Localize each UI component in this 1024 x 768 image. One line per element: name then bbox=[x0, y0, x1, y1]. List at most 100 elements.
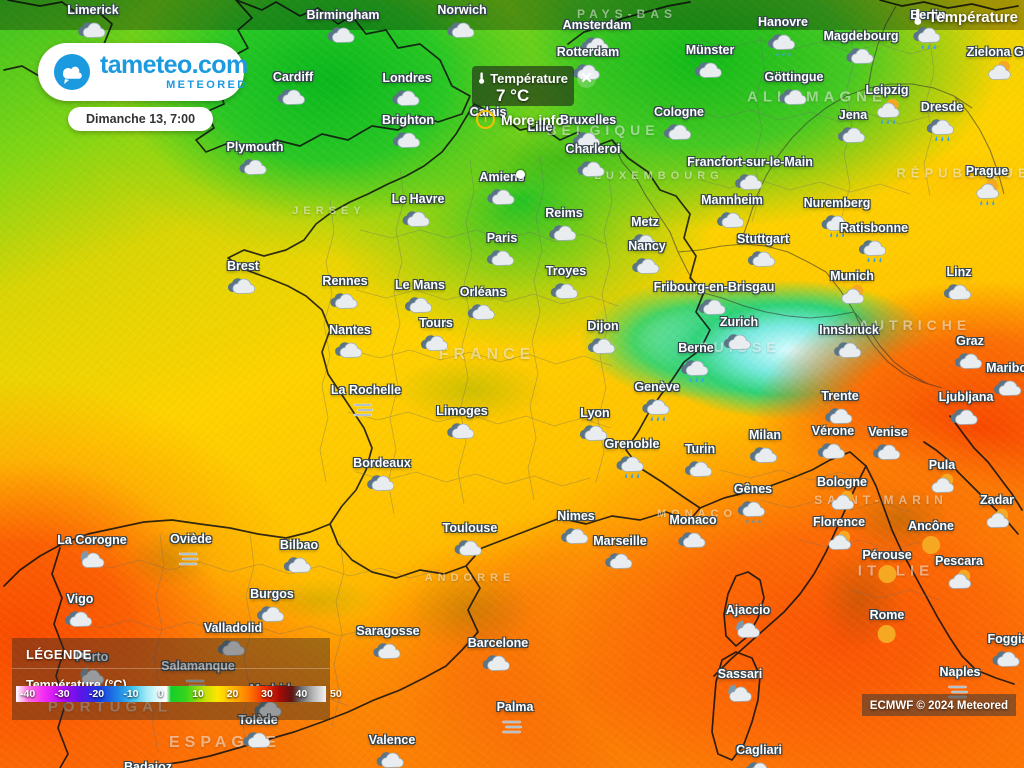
city-marker[interactable]: Bologne bbox=[817, 475, 867, 523]
city-marker[interactable]: Stuttgart bbox=[737, 232, 789, 280]
city-marker[interactable]: Bordeaux bbox=[353, 456, 411, 504]
city-marker[interactable]: Magdebourg bbox=[824, 29, 899, 77]
city-marker[interactable]: Göttingue bbox=[764, 70, 824, 118]
city-marker[interactable]: Porto bbox=[75, 650, 109, 698]
city-marker[interactable]: Ljubljana bbox=[939, 390, 993, 438]
city-marker[interactable]: Turin bbox=[683, 442, 717, 490]
city-marker[interactable]: Brighton bbox=[382, 113, 434, 161]
city-marker[interactable]: Limerick bbox=[67, 3, 119, 51]
city-marker[interactable]: Cardiff bbox=[273, 70, 313, 118]
city-marker[interactable]: Metz bbox=[628, 215, 662, 263]
city-marker[interactable]: Jena bbox=[836, 108, 870, 156]
city-marker[interactable]: Milan bbox=[748, 428, 782, 476]
city-marker[interactable]: Münster bbox=[686, 43, 734, 91]
city-marker[interactable]: Grenoble bbox=[605, 437, 659, 485]
city-marker[interactable]: Nancy bbox=[628, 239, 666, 287]
city-marker[interactable]: Ratisbonne bbox=[840, 221, 908, 269]
city-marker[interactable]: Pula bbox=[925, 458, 959, 506]
city-marker[interactable]: Foggia bbox=[988, 632, 1024, 680]
city-marker[interactable]: Oviède bbox=[170, 532, 212, 580]
city-marker[interactable]: Zadar bbox=[980, 493, 1014, 541]
city-marker[interactable]: Barcelone bbox=[468, 636, 528, 684]
close-icon[interactable]: ✕ bbox=[577, 69, 596, 88]
city-marker[interactable]: Dijon bbox=[586, 319, 620, 367]
city-marker[interactable]: Plymouth bbox=[227, 140, 283, 188]
city-marker[interactable]: Vigo bbox=[63, 592, 97, 640]
city-marker[interactable]: Valence bbox=[369, 733, 415, 768]
city-marker[interactable]: Linz bbox=[942, 265, 976, 313]
city-marker[interactable]: Toulouse bbox=[443, 521, 497, 569]
city-marker[interactable]: Nantes bbox=[329, 323, 371, 371]
city-marker[interactable]: Marseille bbox=[593, 534, 647, 582]
legend-panel[interactable]: LÉGENDE Température (°C) -40 -30 -20 -10 0 10… bbox=[12, 638, 342, 720]
city-marker[interactable]: Lyon bbox=[578, 406, 612, 454]
city-marker[interactable]: Munich bbox=[830, 269, 874, 317]
city-marker[interactable]: Limoges bbox=[436, 404, 488, 452]
city-marker[interactable]: Sassari bbox=[718, 667, 762, 715]
city-marker[interactable]: Prague bbox=[966, 164, 1008, 212]
city-marker[interactable]: Burgos bbox=[250, 587, 294, 635]
city-marker[interactable]: Fribourg-en-Brisgau bbox=[654, 280, 774, 328]
city-marker[interactable]: Le Mans bbox=[395, 278, 445, 326]
city-marker[interactable]: Graz bbox=[953, 334, 987, 382]
city-marker[interactable]: Rotterdam bbox=[557, 45, 619, 93]
city-marker[interactable]: Monaco bbox=[669, 513, 717, 561]
city-marker[interactable]: Pérouse bbox=[862, 548, 912, 596]
city-marker[interactable]: Trente bbox=[821, 389, 859, 437]
city-marker[interactable]: Nuremberg bbox=[804, 196, 870, 244]
city-marker[interactable]: Tolède bbox=[238, 713, 278, 761]
city-marker[interactable]: Venise bbox=[868, 425, 908, 473]
city-marker[interactable]: Pescara bbox=[935, 554, 983, 602]
city-marker[interactable]: Saragosse bbox=[356, 624, 420, 672]
city-marker[interactable]: Tours bbox=[419, 316, 453, 364]
city-marker[interactable]: Innsbruck bbox=[819, 323, 879, 371]
temperature-tooltip[interactable]: Température 7 °C bbox=[472, 66, 574, 106]
city-marker[interactable]: La Rochelle bbox=[331, 383, 401, 431]
city-marker[interactable]: Lille bbox=[527, 120, 552, 134]
city-marker[interactable]: Mannheim bbox=[701, 193, 763, 241]
selected-point-marker[interactable] bbox=[516, 170, 525, 179]
city-marker[interactable]: Hanovre bbox=[758, 15, 808, 63]
city-marker[interactable]: Valladolid bbox=[204, 621, 262, 669]
city-marker[interactable]: Reims bbox=[545, 206, 583, 254]
active-layer-label[interactable]: Température bbox=[913, 8, 1018, 26]
city-marker[interactable]: Amsterdam bbox=[563, 18, 631, 66]
city-marker[interactable]: Ancône bbox=[908, 519, 954, 567]
date-time-badge[interactable]: Dimanche 13, 7:00 bbox=[68, 107, 214, 131]
city-marker[interactable]: Rome bbox=[870, 608, 904, 656]
city-marker[interactable]: Brest bbox=[226, 259, 260, 307]
city-marker[interactable]: Berne bbox=[678, 341, 714, 389]
city-marker[interactable]: Zielona Gó bbox=[967, 45, 1024, 93]
city-marker[interactable]: Orléans bbox=[460, 285, 506, 333]
city-marker[interactable]: Charleroi bbox=[566, 142, 620, 190]
city-marker[interactable]: La Corogne bbox=[57, 533, 127, 581]
city-marker[interactable]: Nimes bbox=[557, 509, 595, 557]
city-marker[interactable]: Bruxelles bbox=[560, 113, 616, 161]
city-marker[interactable]: Rennes bbox=[322, 274, 368, 322]
city-marker[interactable]: Troyes bbox=[546, 264, 586, 312]
city-marker[interactable]: Paris bbox=[485, 231, 519, 279]
brand-logo-card[interactable]: tameteo.com METEORED bbox=[38, 43, 248, 101]
more-info-button[interactable]: i More info bbox=[476, 110, 564, 129]
city-marker[interactable]: Dresde bbox=[921, 100, 963, 148]
city-marker[interactable]: Vérone bbox=[812, 424, 854, 472]
city-marker[interactable]: Maribor bbox=[986, 361, 1024, 409]
city-marker[interactable]: Amiens bbox=[479, 170, 525, 218]
city-marker[interactable]: Bilbao bbox=[280, 538, 318, 586]
city-marker[interactable]: Palma bbox=[497, 700, 533, 748]
city-marker[interactable]: Leipzig bbox=[865, 83, 909, 131]
city-marker[interactable]: Le Havre bbox=[392, 192, 444, 240]
city-marker[interactable]: Zurich bbox=[720, 315, 758, 363]
city-marker[interactable]: Genève bbox=[634, 380, 680, 428]
city-marker[interactable]: Norwich bbox=[437, 3, 487, 51]
city-marker[interactable]: Francfort-sur-le-Main bbox=[687, 155, 813, 203]
city-marker[interactable]: Londres bbox=[382, 71, 432, 119]
city-marker[interactable]: Ajaccio bbox=[726, 603, 770, 651]
city-marker[interactable]: Cagliari bbox=[736, 743, 782, 768]
city-marker[interactable]: Florence bbox=[813, 515, 865, 563]
city-marker[interactable]: Cologne bbox=[654, 105, 704, 153]
city-marker[interactable]: Birmingham bbox=[307, 8, 379, 56]
city-marker[interactable]: Gênes bbox=[734, 482, 772, 530]
city-marker[interactable]: Badajoz bbox=[124, 760, 172, 768]
